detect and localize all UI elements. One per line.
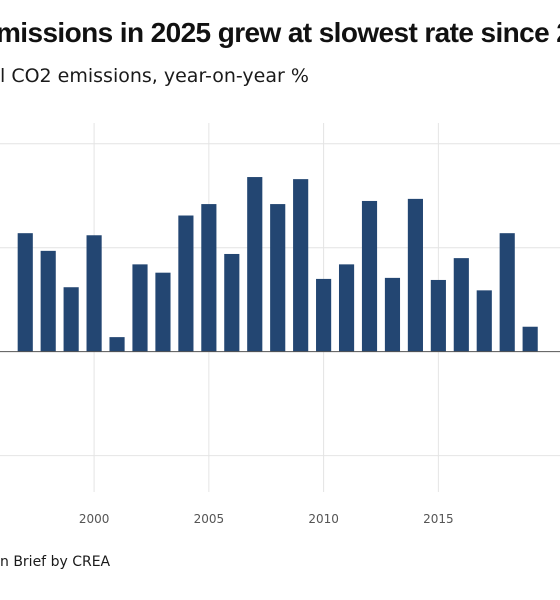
bar-2001 (109, 337, 125, 352)
x-tick-label-2005: 2005 (194, 512, 225, 526)
bars (17, 177, 538, 352)
x-tick-label-2000: 2000 (79, 512, 110, 526)
chart-subtitle: l CO2 emissions, year-on-year % (0, 65, 309, 87)
bar-2004 (178, 215, 194, 352)
bar-2016 (453, 258, 469, 352)
bar-2012 (361, 200, 378, 352)
x-tick-label-2010: 2010 (308, 512, 339, 526)
bar-2014 (407, 198, 423, 352)
bar-1998 (40, 250, 56, 352)
bar-2009 (293, 179, 309, 352)
bar-1999 (63, 287, 79, 352)
x-tick-labels: 2000 2005 2010 2015 (79, 512, 454, 526)
bar-2000 (86, 235, 102, 352)
bar-2002 (132, 264, 148, 352)
chart-title: missions in 2025 grew at slowest rate si… (0, 17, 560, 48)
bar-2010 (316, 278, 332, 352)
bar-2008 (270, 204, 286, 352)
bar-2011 (338, 264, 355, 352)
bar-2013 (384, 277, 401, 352)
x-tick-label-2015: 2015 (423, 512, 454, 526)
bar-2019 (522, 326, 538, 352)
source-note: n Brief by CREA (0, 554, 111, 570)
bar-1997 (17, 233, 33, 352)
bar-2007 (247, 177, 263, 352)
bar-2015 (430, 279, 446, 352)
bar-2003 (155, 272, 171, 352)
bar-2018 (499, 233, 515, 352)
bar-2006 (224, 253, 240, 352)
bar-2017 (476, 290, 492, 352)
bar-2005 (201, 204, 217, 352)
